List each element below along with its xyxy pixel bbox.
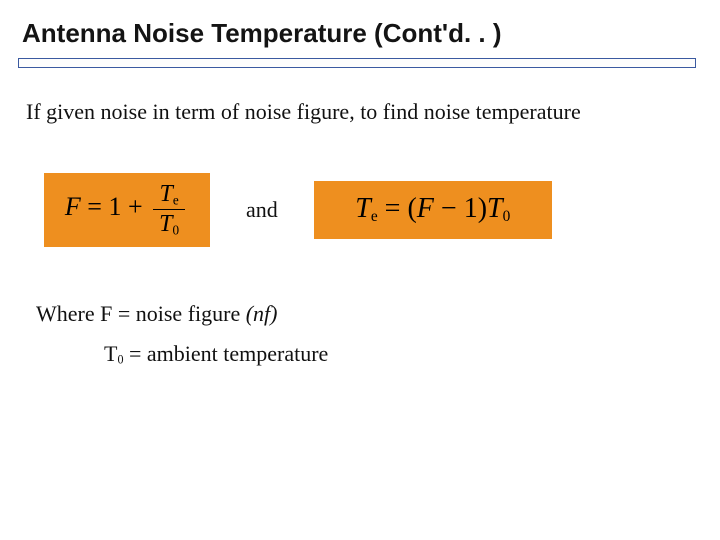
where-rest: = ambient temperature — [124, 341, 329, 366]
where-block: Where F = noise figure (nf) T0 = ambient… — [36, 301, 696, 367]
eq2-F: F — [417, 193, 434, 224]
where-line-1: Where F = noise figure (nf) — [36, 301, 696, 327]
eq2-equals: = — [378, 193, 408, 224]
title-underline — [0, 55, 720, 71]
eq2-one: 1 — [464, 193, 478, 224]
eq2-Te-e: e — [371, 207, 378, 224]
underline-box — [18, 58, 696, 68]
eq1-Te-T: T — [160, 181, 173, 207]
where-T: T — [104, 341, 117, 366]
equation-box-1: F = 1 + TeT0 — [44, 173, 210, 247]
eq1-equals: = — [81, 192, 109, 221]
eq2-T0-T: T — [487, 193, 503, 224]
equation-row: F = 1 + TeT0 and Te = (F − 1)T0 — [44, 173, 696, 247]
intro-text: If given noise in term of noise figure, … — [26, 99, 696, 125]
eq1-one: 1 — [108, 192, 121, 221]
slide-title: Antenna Noise Temperature (Cont'd. . ) — [22, 18, 696, 49]
eq1-T0-T: T — [159, 211, 172, 237]
eq2-Te-T: T — [355, 193, 371, 224]
underline-spacer — [0, 58, 18, 68]
eq1-Te-e: e — [173, 192, 179, 207]
and-text: and — [244, 197, 280, 223]
eq1-num: Te — [153, 182, 185, 210]
eq1-F: F — [65, 192, 81, 221]
eq1-plus: + — [121, 192, 149, 221]
eq2-open: ( — [407, 193, 416, 224]
equation-box-2: Te = (F − 1)T0 — [314, 181, 552, 239]
where-line-2: T0 = ambient temperature — [104, 341, 696, 367]
where-line1-pre: Where F = noise figure — [36, 301, 246, 326]
eq2-minus: − — [434, 193, 464, 224]
slide-root: Antenna Noise Temperature (Cont'd. . ) I… — [0, 0, 720, 540]
eq1-T0-0: 0 — [173, 222, 180, 237]
eq1-fraction: TeT0 — [153, 182, 185, 236]
equation-2: Te = (F − 1)T0 — [355, 193, 510, 226]
eq1-den: T0 — [153, 210, 185, 237]
eq2-close: ) — [478, 193, 487, 224]
where-line1-ital: (nf) — [246, 301, 278, 326]
equation-1: F = 1 + TeT0 — [65, 182, 189, 236]
eq2-T0-0: 0 — [503, 207, 511, 224]
